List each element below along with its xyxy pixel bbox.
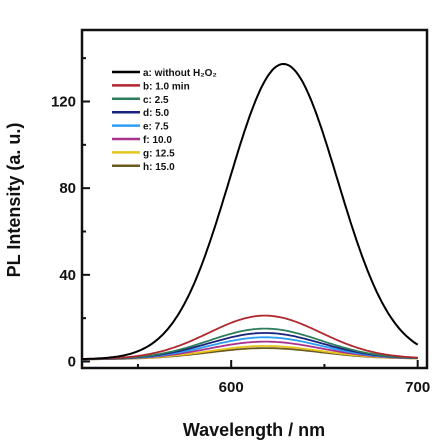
legend-label-b: b: 1.0 min	[143, 81, 190, 92]
x-axis-label: Wavelength / nm	[183, 420, 325, 440]
series-line-c	[82, 327, 418, 361]
y-axis-label: PL Intensity (a. u.)	[4, 123, 24, 278]
series-group	[82, 62, 419, 361]
legend-label-a: a: without H₂O₂	[143, 68, 217, 79]
legend: a: without H₂O₂ b: 1.0 min c: 2.5 d: 5.0 e: …	[112, 68, 217, 173]
y-tick-label-40: 40	[59, 267, 76, 284]
legend-label-h: h: 15.0	[143, 162, 175, 173]
y-tick-label-80: 80	[59, 180, 76, 197]
y-tick-label-0: 0	[68, 354, 76, 371]
legend-label-d: d: 5.0	[143, 108, 170, 119]
ticks-group	[82, 57, 419, 368]
legend-label-f: f: 10.0	[143, 135, 172, 146]
tick-labels-group: 600 700 0 40 80 120	[51, 94, 430, 397]
series-line-a	[82, 62, 419, 360]
x-tick-label-600: 600	[219, 379, 244, 396]
legend-label-c: c: 2.5	[143, 95, 169, 106]
series-line-b	[82, 314, 418, 360]
y-tick-label-120: 120	[51, 94, 76, 111]
legend-label-g: g: 12.5	[143, 148, 175, 159]
legend-label-e: e: 7.5	[143, 122, 169, 133]
plot-frame	[80, 28, 429, 370]
x-tick-label-700: 700	[405, 379, 430, 396]
